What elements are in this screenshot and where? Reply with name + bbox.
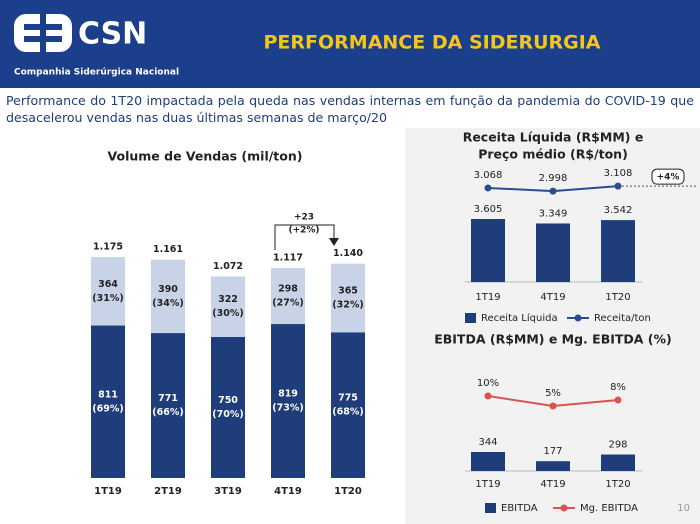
- bar-label: 3.349: [539, 208, 568, 219]
- bar: [601, 220, 635, 282]
- segment-percent: (70%): [212, 409, 243, 420]
- annotation-box: [651, 168, 685, 185]
- logo-text: CSN: [78, 17, 147, 52]
- bar-label: 3.542: [604, 205, 633, 216]
- x-tick-label: 1T20: [605, 479, 630, 490]
- x-tick-label: 3T19: [214, 486, 242, 497]
- total-label: 1.175: [93, 242, 123, 253]
- x-tick-label: 1T19: [94, 486, 122, 497]
- line-marker: [484, 392, 492, 400]
- legend-swatch: [465, 313, 476, 323]
- line-marker: [614, 182, 622, 190]
- line-label: 8%: [610, 382, 626, 393]
- bar: [471, 452, 505, 471]
- segment-percent: (34%): [152, 298, 183, 309]
- legend-marker: [560, 504, 568, 512]
- segment-label: 364: [98, 279, 118, 290]
- bar-segment: [211, 276, 245, 337]
- segment-percent: (31%): [92, 293, 123, 304]
- annotation: (+2%): [288, 226, 319, 236]
- x-tick-label: 1T20: [605, 292, 630, 303]
- legend-label: Receita Líquida: [481, 312, 558, 324]
- x-tick-label: 2T19: [154, 486, 182, 497]
- bar-segment: [91, 325, 125, 478]
- chart-title: Preço médio (R$/ton): [478, 147, 628, 162]
- bar-segment: [211, 337, 245, 478]
- subtitle: Performance do 1T20 impactada pela queda…: [6, 93, 694, 125]
- bar: [601, 454, 635, 471]
- bar-segment: [271, 268, 305, 325]
- bar: [536, 461, 570, 471]
- line-marker: [549, 187, 557, 195]
- total-label: 1.072: [213, 261, 243, 272]
- segment-percent: (30%): [212, 308, 243, 319]
- segment-percent: (68%): [332, 407, 363, 418]
- segment-label: 390: [158, 284, 178, 295]
- bar-label: 3.605: [474, 204, 503, 215]
- segment-label: 775: [338, 393, 358, 404]
- legend-label: Mg. EBITDA: [580, 503, 638, 514]
- segment-percent: (66%): [152, 407, 183, 418]
- segment-label: 298: [278, 284, 298, 295]
- line-label: 3.108: [604, 168, 633, 179]
- line-label: 10%: [477, 378, 499, 389]
- x-tick-label: 1T19: [475, 292, 500, 303]
- total-label: 1.140: [333, 248, 363, 259]
- bar: [471, 219, 505, 282]
- chart-title: Receita Líquida (R$MM) e: [463, 130, 644, 145]
- page-number: 10: [677, 503, 690, 514]
- line-label: 2.998: [539, 173, 568, 184]
- annotation-arrow: [329, 238, 339, 246]
- annotation: +4%: [657, 173, 680, 183]
- line-label: 3.068: [474, 170, 503, 181]
- logo-icon: [14, 14, 72, 52]
- segment-label: 771: [158, 393, 178, 404]
- line-marker: [484, 184, 492, 192]
- bar-segment: [271, 324, 305, 478]
- x-tick-label: 4T19: [540, 292, 565, 303]
- line-marker: [549, 402, 557, 410]
- line-label: 5%: [545, 388, 561, 399]
- segment-label: 365: [338, 285, 358, 296]
- total-label: 1.117: [273, 253, 303, 264]
- header-band: [0, 0, 700, 88]
- segment-label: 819: [278, 389, 298, 400]
- bar-segment: [151, 259, 185, 334]
- x-tick-label: 1T19: [475, 479, 500, 490]
- bar-segment: [331, 263, 365, 333]
- segment-percent: (27%): [272, 298, 303, 309]
- page-title: PERFORMANCE DA SIDERURGIA: [264, 32, 601, 54]
- bar-label: 344: [478, 437, 497, 448]
- bar-segment: [151, 333, 185, 478]
- segment-label: 322: [218, 294, 238, 305]
- legend-label: Receita/ton: [594, 313, 651, 324]
- line-marker: [614, 396, 622, 404]
- bar-segment: [91, 257, 125, 326]
- segment-percent: (69%): [92, 403, 123, 414]
- legend-swatch: [485, 503, 496, 513]
- segment-label: 811: [98, 389, 118, 400]
- chart-title: EBITDA (R$MM) e Mg. EBITDA (%): [434, 332, 672, 347]
- x-tick-label: 4T19: [274, 486, 302, 497]
- segment-percent: (73%): [272, 403, 303, 414]
- chart-title: Volume de Vendas (mil/ton): [108, 149, 303, 164]
- annotation: +23: [294, 213, 314, 223]
- total-label: 1.161: [153, 244, 183, 255]
- company-name: Companhia Siderúrgica Nacional: [14, 68, 179, 78]
- legend-label: EBITDA: [501, 503, 538, 514]
- x-tick-label: 1T20: [334, 486, 362, 497]
- segment-label: 750: [218, 395, 238, 406]
- bar-label: 177: [543, 446, 562, 457]
- x-tick-label: 4T19: [540, 479, 565, 490]
- bar: [536, 223, 570, 282]
- legend-marker: [574, 314, 582, 322]
- annotation-bracket: [274, 224, 335, 250]
- bar-label: 298: [608, 440, 627, 451]
- bar-segment: [331, 332, 365, 478]
- segment-percent: (32%): [332, 299, 363, 310]
